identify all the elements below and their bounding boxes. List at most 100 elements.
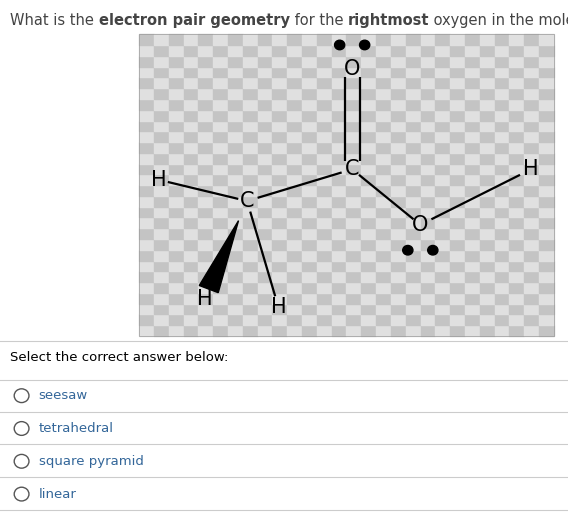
Bar bbox=[183, 185, 198, 196]
Bar bbox=[169, 99, 183, 110]
Bar bbox=[391, 77, 406, 88]
Bar bbox=[273, 142, 287, 153]
Bar bbox=[346, 239, 361, 250]
Bar bbox=[495, 196, 509, 207]
Bar bbox=[198, 34, 213, 45]
Bar bbox=[287, 153, 302, 163]
Bar bbox=[361, 88, 376, 99]
Bar bbox=[465, 217, 480, 228]
Text: H: H bbox=[523, 159, 539, 179]
Bar bbox=[198, 185, 213, 196]
Bar bbox=[346, 293, 361, 304]
Bar bbox=[524, 293, 539, 304]
Bar bbox=[509, 196, 524, 207]
Bar bbox=[406, 67, 420, 77]
Bar bbox=[287, 67, 302, 77]
Bar bbox=[139, 99, 154, 110]
Bar bbox=[154, 67, 169, 77]
Bar bbox=[361, 260, 376, 271]
Bar bbox=[480, 250, 495, 260]
Bar bbox=[302, 228, 317, 239]
Bar bbox=[332, 121, 346, 131]
Bar bbox=[198, 121, 213, 131]
Bar bbox=[169, 67, 183, 77]
Bar bbox=[302, 45, 317, 56]
Bar bbox=[317, 217, 332, 228]
Bar bbox=[317, 271, 332, 282]
Bar bbox=[391, 250, 406, 260]
Bar bbox=[258, 325, 273, 336]
Bar bbox=[406, 45, 420, 56]
Bar bbox=[258, 56, 273, 67]
Bar bbox=[406, 271, 420, 282]
Bar bbox=[524, 131, 539, 142]
Bar bbox=[450, 217, 465, 228]
Circle shape bbox=[428, 245, 438, 255]
Text: square pyramid: square pyramid bbox=[39, 455, 144, 468]
Bar bbox=[435, 175, 450, 185]
Bar bbox=[406, 185, 420, 196]
Bar bbox=[287, 325, 302, 336]
Bar bbox=[435, 67, 450, 77]
Bar bbox=[391, 207, 406, 217]
Bar bbox=[465, 163, 480, 175]
Bar bbox=[361, 293, 376, 304]
Bar bbox=[139, 282, 154, 293]
Bar bbox=[495, 293, 509, 304]
Bar bbox=[198, 325, 213, 336]
Bar bbox=[243, 175, 258, 185]
Bar bbox=[332, 260, 346, 271]
Bar bbox=[435, 88, 450, 99]
Bar bbox=[258, 260, 273, 271]
Bar bbox=[480, 293, 495, 304]
Bar bbox=[406, 175, 420, 185]
Bar bbox=[213, 34, 228, 45]
Bar bbox=[376, 314, 391, 325]
Bar bbox=[228, 99, 243, 110]
Bar bbox=[495, 260, 509, 271]
Bar bbox=[465, 282, 480, 293]
Bar bbox=[154, 121, 169, 131]
Bar bbox=[317, 239, 332, 250]
Bar bbox=[243, 217, 258, 228]
Bar bbox=[228, 56, 243, 67]
Bar bbox=[465, 185, 480, 196]
Bar bbox=[420, 239, 435, 250]
Bar bbox=[361, 131, 376, 142]
Bar bbox=[376, 260, 391, 271]
Bar bbox=[391, 325, 406, 336]
Bar bbox=[524, 175, 539, 185]
Bar bbox=[361, 56, 376, 67]
Bar bbox=[495, 110, 509, 121]
Text: linear: linear bbox=[39, 488, 77, 500]
Bar bbox=[258, 185, 273, 196]
Bar bbox=[287, 88, 302, 99]
Bar bbox=[183, 131, 198, 142]
Bar bbox=[420, 293, 435, 304]
Bar bbox=[450, 228, 465, 239]
Bar bbox=[391, 293, 406, 304]
Bar bbox=[539, 77, 554, 88]
Bar bbox=[391, 260, 406, 271]
Bar bbox=[317, 260, 332, 271]
Bar bbox=[243, 153, 258, 163]
Bar bbox=[391, 99, 406, 110]
Bar bbox=[183, 260, 198, 271]
Bar bbox=[213, 67, 228, 77]
Bar bbox=[317, 67, 332, 77]
Bar bbox=[376, 56, 391, 67]
Bar bbox=[243, 293, 258, 304]
Bar bbox=[273, 56, 287, 67]
Bar bbox=[287, 121, 302, 131]
Bar bbox=[406, 196, 420, 207]
Bar bbox=[391, 131, 406, 142]
Bar bbox=[228, 228, 243, 239]
Bar bbox=[243, 131, 258, 142]
Bar bbox=[420, 282, 435, 293]
Bar bbox=[273, 99, 287, 110]
Bar bbox=[539, 271, 554, 282]
Bar bbox=[509, 293, 524, 304]
Bar bbox=[361, 304, 376, 314]
Bar bbox=[391, 88, 406, 99]
Text: H: H bbox=[197, 289, 212, 309]
